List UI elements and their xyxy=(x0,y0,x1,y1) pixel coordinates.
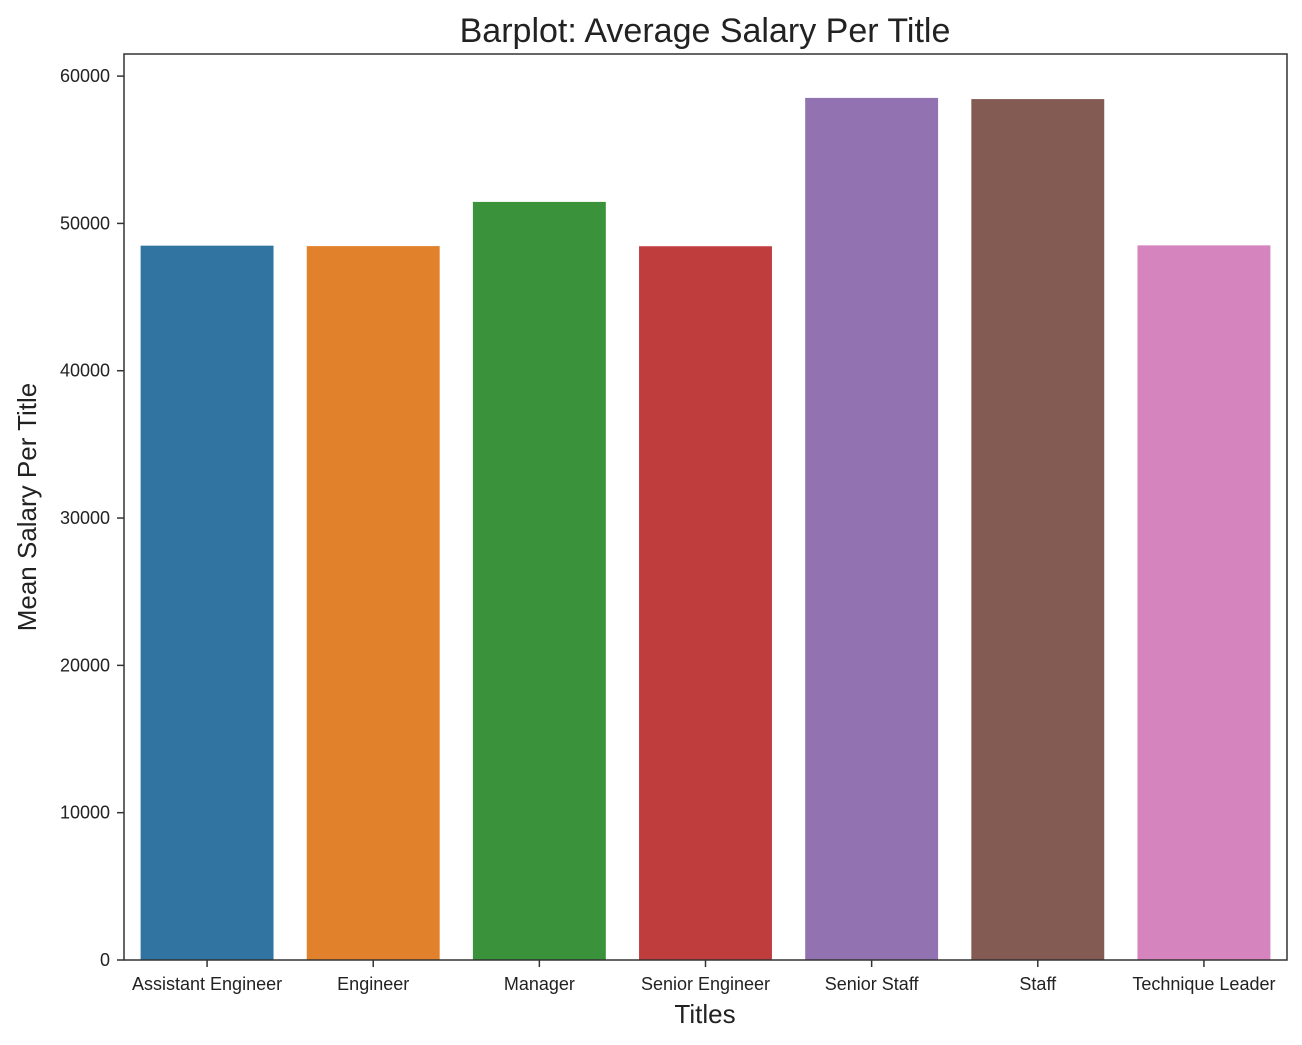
bar-manager xyxy=(472,201,606,960)
chart-title: Barplot: Average Salary Per Title xyxy=(460,12,951,50)
y-tick-label: 60000 xyxy=(60,66,110,86)
y-axis-ticks: 0 10000 20000 30000 40000 50000 60000 xyxy=(60,66,124,970)
x-tick-label: Senior Engineer xyxy=(641,974,770,994)
bar-senior-engineer xyxy=(639,246,772,960)
x-tick-label: Staff xyxy=(1019,974,1057,994)
x-axis-label: Titles xyxy=(674,999,735,1029)
y-tick-label: 0 xyxy=(100,950,110,970)
y-axis-label: Mean Salary Per Title xyxy=(12,383,42,632)
bar-senior-staff xyxy=(805,97,939,960)
bar-engineer xyxy=(306,246,440,961)
x-tick-label: Technique Leader xyxy=(1132,974,1275,994)
x-tick-label: Assistant Engineer xyxy=(132,974,282,994)
y-tick-label: 40000 xyxy=(60,361,110,381)
x-tick-label: Engineer xyxy=(337,974,409,994)
bar-staff xyxy=(971,99,1105,960)
x-tick-label: Manager xyxy=(504,974,575,994)
y-tick-label: 20000 xyxy=(60,655,110,675)
y-tick-label: 30000 xyxy=(60,508,110,528)
x-axis-ticks: Assistant Engineer Engineer Manager Senior … xyxy=(132,960,1275,994)
bar-assistant-engineer xyxy=(140,245,274,960)
y-tick-label: 10000 xyxy=(60,803,110,823)
x-tick-label: Senior Staff xyxy=(825,974,920,994)
bar-technique-leader xyxy=(1137,245,1271,961)
plot-frame xyxy=(123,53,1288,961)
y-tick-label: 50000 xyxy=(60,213,110,233)
bars-group xyxy=(140,97,1271,961)
